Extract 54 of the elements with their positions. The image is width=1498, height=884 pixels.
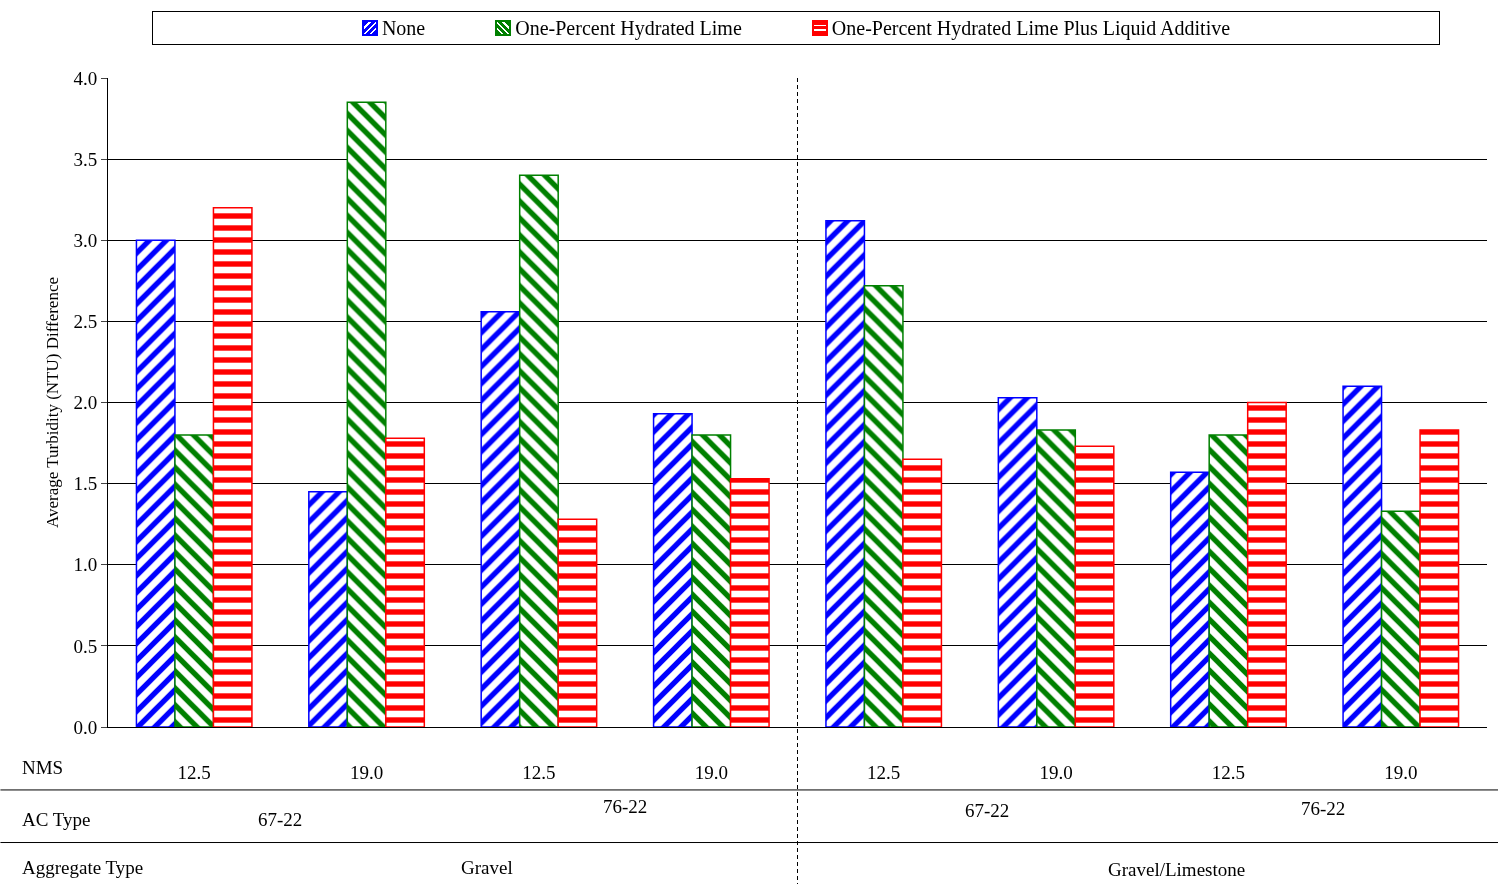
y-tick-label: 1.0 bbox=[73, 554, 98, 576]
bar bbox=[480, 310, 521, 727]
bar bbox=[691, 434, 732, 727]
x-tick-label: 12.5 bbox=[1211, 761, 1246, 783]
bar bbox=[1074, 445, 1115, 727]
bar bbox=[1342, 385, 1383, 727]
text: 67-22 bbox=[258, 809, 303, 830]
y-tick-label: 1.5 bbox=[73, 473, 98, 495]
text: 76-22 bbox=[1301, 798, 1346, 819]
bar bbox=[1419, 429, 1460, 727]
x-tick-label: 19.0 bbox=[349, 761, 384, 783]
bar bbox=[729, 478, 770, 727]
y-tick-label: 0.5 bbox=[73, 635, 98, 657]
bar bbox=[652, 413, 693, 727]
x-tick-label: 12.5 bbox=[867, 761, 901, 783]
bar bbox=[385, 437, 426, 727]
bar bbox=[1246, 401, 1287, 727]
bar bbox=[1208, 434, 1249, 727]
bar bbox=[557, 518, 598, 727]
y-tick-label: 0.0 bbox=[73, 716, 98, 738]
y-tick-label: 3.0 bbox=[73, 229, 98, 251]
legend-label: None bbox=[381, 16, 426, 40]
text: Aggregate Type bbox=[22, 857, 144, 878]
bar bbox=[135, 239, 176, 727]
bar bbox=[1169, 471, 1210, 727]
bar bbox=[825, 220, 866, 727]
text: Gravel/Limestone bbox=[1108, 859, 1246, 880]
bar bbox=[902, 458, 943, 727]
x-tick-label: 12.5 bbox=[522, 761, 556, 783]
bar bbox=[863, 284, 904, 727]
x-tick-label: 19.0 bbox=[1384, 761, 1418, 783]
bar bbox=[1036, 429, 1077, 727]
text: 76-22 bbox=[603, 796, 648, 817]
text: Gravel bbox=[461, 857, 513, 878]
bar bbox=[346, 101, 387, 727]
bar bbox=[1380, 510, 1421, 727]
y-axis-title: Average Turbidity (NTU) Difference bbox=[43, 277, 62, 528]
y-tick-label: 2.5 bbox=[73, 311, 98, 333]
bar bbox=[518, 174, 559, 727]
y-tick-label: 4.0 bbox=[73, 67, 98, 89]
x-tick-label: 19.0 bbox=[694, 761, 728, 783]
bar bbox=[308, 490, 349, 727]
y-tick-label: 3.5 bbox=[73, 148, 98, 170]
y-tick-label: 2.0 bbox=[73, 392, 98, 414]
text: NMS bbox=[22, 757, 64, 778]
bar bbox=[997, 396, 1038, 727]
x-tick-label: 19.0 bbox=[1039, 761, 1073, 783]
x-tick-label: 12.5 bbox=[177, 761, 211, 783]
legend-label: One-Percent Hydrated Lime Plus Liquid Additive bbox=[831, 16, 1231, 40]
text: 67-22 bbox=[965, 800, 1010, 821]
text: AC Type bbox=[22, 809, 91, 830]
legend-label: One-Percent Hydrated Lime bbox=[515, 16, 742, 40]
bar bbox=[174, 434, 215, 727]
bar bbox=[212, 207, 253, 727]
